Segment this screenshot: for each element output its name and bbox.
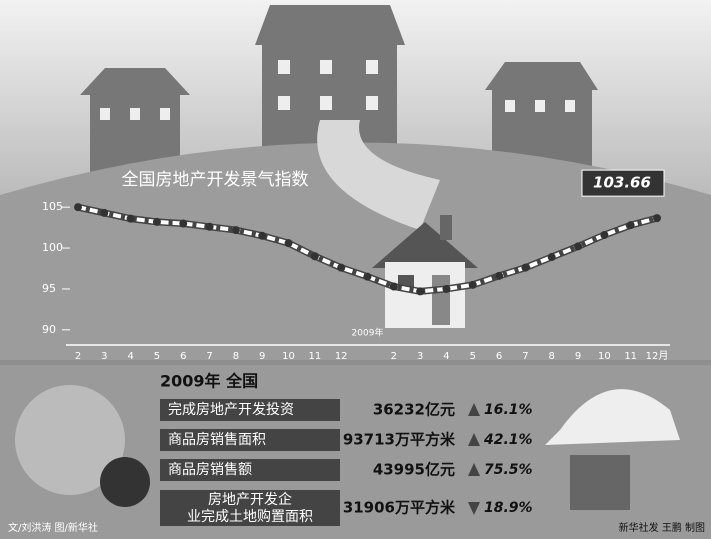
point <box>310 252 319 261</box>
point <box>600 230 609 239</box>
row-label: 商品房销售额 <box>168 462 252 478</box>
row-amount: 43995亿元 <box>373 461 455 479</box>
x-tick-label: 11 <box>308 351 321 362</box>
y-tick-label: 90 <box>42 323 56 336</box>
point <box>100 208 109 217</box>
point <box>389 282 398 291</box>
summary-rows: 完成房地产开发投资 36232亿元 16.1% 商品房销售面积 93713万平方米 42.… <box>160 399 533 526</box>
trowel-icon <box>570 455 630 510</box>
x-tick-label: 11 <box>624 351 637 362</box>
x-tick-label: 7 <box>206 351 212 362</box>
row-label: 房地产开发企业完成土地购置面积 <box>187 491 313 525</box>
point <box>547 253 556 262</box>
line <box>77 205 658 294</box>
hill <box>0 142 711 360</box>
y-tick-label: 100 <box>42 241 63 254</box>
point <box>574 242 583 251</box>
road <box>317 120 440 230</box>
y-tick-label: 95 <box>42 282 56 295</box>
x-tick-label: 8 <box>549 351 555 362</box>
x-tick-label: 12月 <box>646 350 669 362</box>
x-tick-label: 12 <box>335 351 348 362</box>
y-tick-label: 105 <box>42 200 63 213</box>
point <box>495 271 504 280</box>
annotation: 103.66 <box>593 174 651 192</box>
x-tick-label: 2 <box>75 351 81 362</box>
x-tick-label: 3 <box>417 351 423 362</box>
point <box>179 219 188 228</box>
knob-icon <box>100 457 150 507</box>
row-change: 18.9% <box>484 500 533 516</box>
helmet-icon <box>545 389 680 445</box>
point <box>337 263 346 272</box>
direction-arrow <box>468 463 480 476</box>
x-tick-label: 8 <box>233 351 239 362</box>
point <box>205 222 214 231</box>
x-tick-label: 5 <box>154 351 160 362</box>
row-amount: 36232亿元 <box>373 401 455 419</box>
x-tick-label: 6 <box>496 351 502 362</box>
point <box>521 263 530 272</box>
row-label-box <box>160 459 340 481</box>
point <box>363 272 372 281</box>
x-tick-label: 4 <box>443 351 449 362</box>
annotation-box <box>581 169 665 197</box>
point <box>468 280 477 289</box>
point <box>416 287 425 296</box>
point <box>442 284 451 293</box>
row-label-box <box>160 399 340 421</box>
x-tick-label: 3 <box>101 351 107 362</box>
plot: 90 95 100 105 2 3 4 5 6 7 8 9 10 11 12 2 3 4 5 6 7 8 9 10 11 12月 1… <box>42 169 670 362</box>
point <box>284 239 293 248</box>
credit-left: 文/刘洪涛 图/新华社 <box>8 521 98 534</box>
row-label-box <box>160 490 340 526</box>
x-tick-label: 7 <box>522 351 528 362</box>
row-change: 42.1% <box>483 432 533 448</box>
row-label: 完成房地产开发投资 <box>168 402 294 418</box>
row-amount: 93713万平方米 <box>343 431 456 449</box>
x-tick-label: 4 <box>127 351 133 362</box>
x-tick-label: 10 <box>598 351 611 362</box>
point <box>653 214 661 223</box>
direction-arrow <box>468 403 480 416</box>
x-tick-label: 9 <box>575 351 581 362</box>
point <box>152 217 161 226</box>
annotation: 2009年 <box>352 327 384 339</box>
x-tick-label: 9 <box>259 351 265 362</box>
point <box>231 226 240 235</box>
summary-heading: 2009年 全国 <box>160 372 258 391</box>
x-tick-label: 10 <box>282 351 295 362</box>
point <box>258 231 267 240</box>
row-label-box <box>160 429 340 451</box>
point <box>626 221 635 230</box>
credit-right: 新华社发 王鹏 制图 <box>619 521 705 534</box>
globe-icon <box>15 385 125 495</box>
point <box>126 214 135 223</box>
x-tick-label: 2 <box>391 351 397 362</box>
direction-arrow <box>468 433 480 446</box>
x-tick-label: 5 <box>470 351 476 362</box>
x-tick-label: 6 <box>180 351 186 362</box>
row-change: 16.1% <box>484 402 533 418</box>
direction-arrow <box>468 502 480 515</box>
row-label: 商品房销售面积 <box>168 432 266 448</box>
row-change: 75.5% <box>484 462 533 478</box>
point <box>74 203 82 212</box>
row-amount: 31906万平方米 <box>343 499 456 517</box>
chart-title: 全国房地产开发景气指数 <box>122 170 309 190</box>
